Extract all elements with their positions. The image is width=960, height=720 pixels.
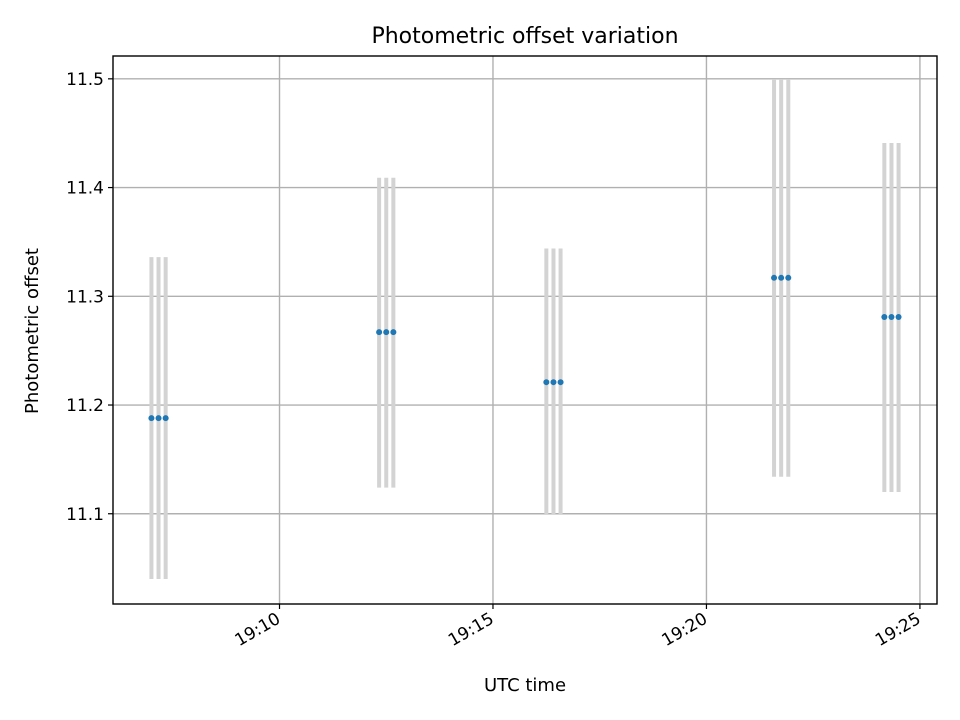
data-point [771, 274, 778, 281]
y-tick-label: 11.4 [66, 179, 104, 199]
y-tick-label: 11.5 [66, 70, 104, 90]
x-tick-label: 19:25 [872, 609, 924, 651]
data-points [148, 274, 902, 422]
data-point [778, 274, 785, 281]
data-point [148, 415, 155, 422]
grid [113, 56, 937, 604]
ticks: 19:10 19:15 19:20 19:25 11.1 11.2 11.3 11.4 11.5 [66, 70, 924, 651]
chart-title: Photometric offset variation [371, 24, 678, 49]
x-tick-label: 19:10 [232, 609, 284, 651]
data-point [557, 379, 564, 386]
y-axis-label: Photometric offset [22, 248, 43, 414]
data-point [785, 274, 792, 281]
x-axis-label: UTC time [484, 675, 566, 696]
data-point [383, 329, 390, 336]
data-point [543, 379, 550, 386]
data-point [888, 313, 895, 320]
y-tick-label: 11.1 [66, 505, 104, 525]
y-tick-label: 11.2 [66, 396, 104, 416]
data-point [155, 415, 162, 422]
data-point [895, 313, 902, 320]
data-point [390, 329, 397, 336]
plot-frame [112, 55, 938, 605]
x-tick-label: 19:15 [445, 609, 497, 651]
error-bars [149, 79, 901, 579]
data-point [162, 415, 169, 422]
data-point [376, 329, 383, 336]
x-tick-label: 19:20 [659, 609, 711, 651]
data-point [550, 379, 557, 386]
y-tick-label: 11.3 [66, 287, 104, 307]
data-point [881, 313, 888, 320]
